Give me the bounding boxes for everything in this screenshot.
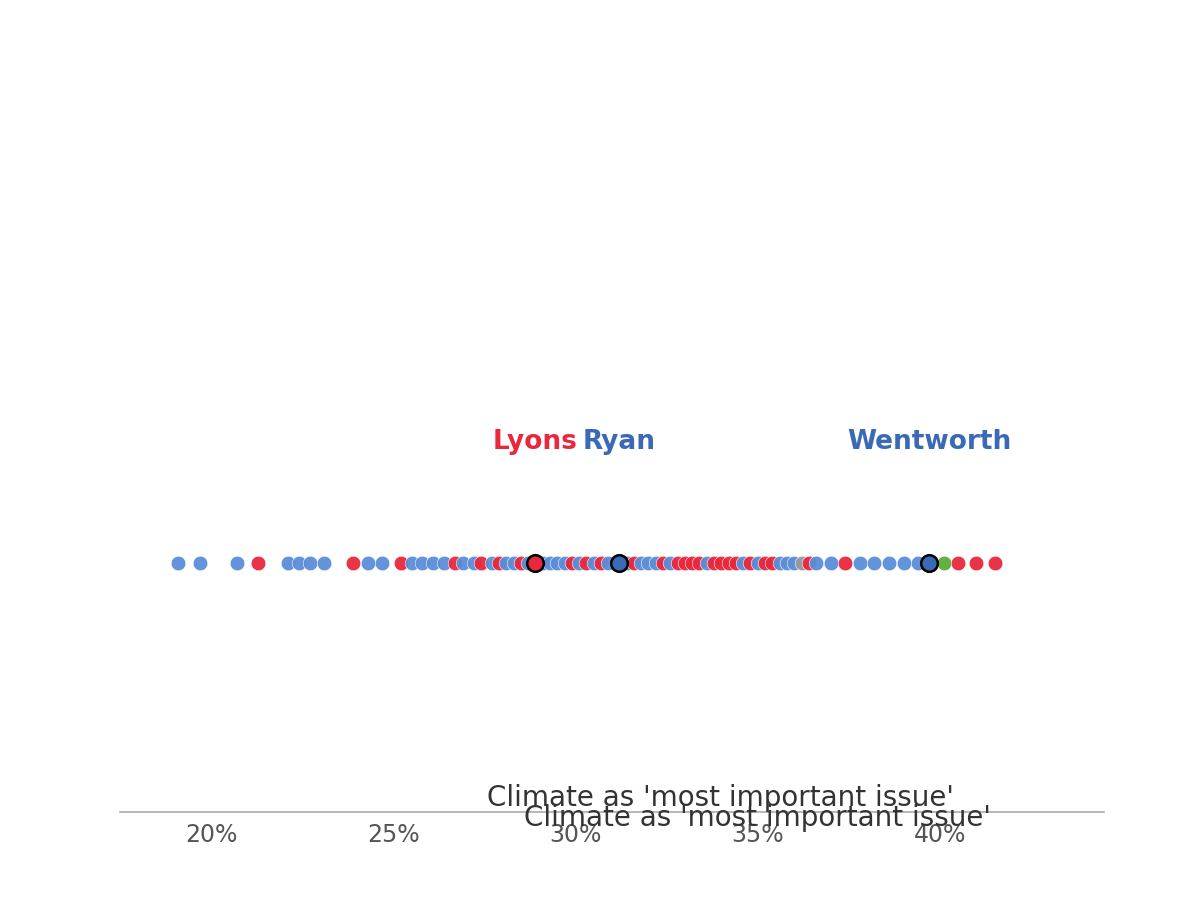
Point [967,556,986,570]
Point [934,556,953,570]
Point [785,556,804,570]
Point [452,556,472,570]
Point [704,556,724,570]
Point [343,556,362,570]
Point [631,556,650,570]
Point [359,556,378,570]
Point [577,556,596,570]
Point [624,556,643,570]
Point [770,556,790,570]
Point [610,556,629,570]
Point [949,556,968,570]
Point [617,556,636,570]
Point [526,556,545,570]
Point [434,556,454,570]
Point [719,556,738,570]
Point [445,556,464,570]
Point [278,556,298,570]
Point [740,556,760,570]
Point [592,556,611,570]
Point [683,556,702,570]
Point [373,556,392,570]
Point [482,556,502,570]
Point [599,556,618,570]
Text: Climate as 'most important issue': Climate as 'most important issue' [486,784,954,813]
Point [584,556,604,570]
Point [191,556,210,570]
Point [556,556,575,570]
Point [821,556,840,570]
Point [610,556,629,570]
Point [646,556,665,570]
Point [533,556,552,570]
Point [806,556,826,570]
Point [690,556,709,570]
Text: Climate as 'most important issue': Climate as 'most important issue' [524,804,991,832]
Point [851,556,870,570]
Point [248,556,268,570]
Point [668,556,688,570]
Point [756,556,775,570]
Point [314,556,334,570]
Point [748,556,767,570]
Point [300,556,319,570]
Point [638,556,658,570]
Point [726,556,745,570]
Point [511,556,530,570]
Point [490,556,509,570]
Text: Lyons: Lyons [493,429,578,456]
Point [497,556,516,570]
Point [676,556,695,570]
Point [661,556,680,570]
Point [472,556,491,570]
Point [289,556,308,570]
Point [169,556,188,570]
Point [570,556,589,570]
Point [391,556,410,570]
Point [799,556,818,570]
Point [697,556,716,570]
Point [908,556,928,570]
Point [865,556,884,570]
Point [880,556,899,570]
Point [654,556,673,570]
Point [763,556,782,570]
Point [227,556,246,570]
Text: Wentworth: Wentworth [847,429,1012,456]
Point [504,556,523,570]
Point [985,556,1004,570]
Point [526,556,545,570]
Point [402,556,421,570]
Point [733,556,752,570]
Point [919,556,938,570]
Text: Ryan: Ryan [583,429,655,456]
Point [778,556,797,570]
Point [792,556,811,570]
Point [712,556,731,570]
Point [413,556,432,570]
Point [518,556,538,570]
Point [563,556,582,570]
Point [424,556,443,570]
Point [919,556,938,570]
Point [894,556,913,570]
Point [547,556,566,570]
Point [464,556,484,570]
Point [540,556,559,570]
Point [835,556,854,570]
